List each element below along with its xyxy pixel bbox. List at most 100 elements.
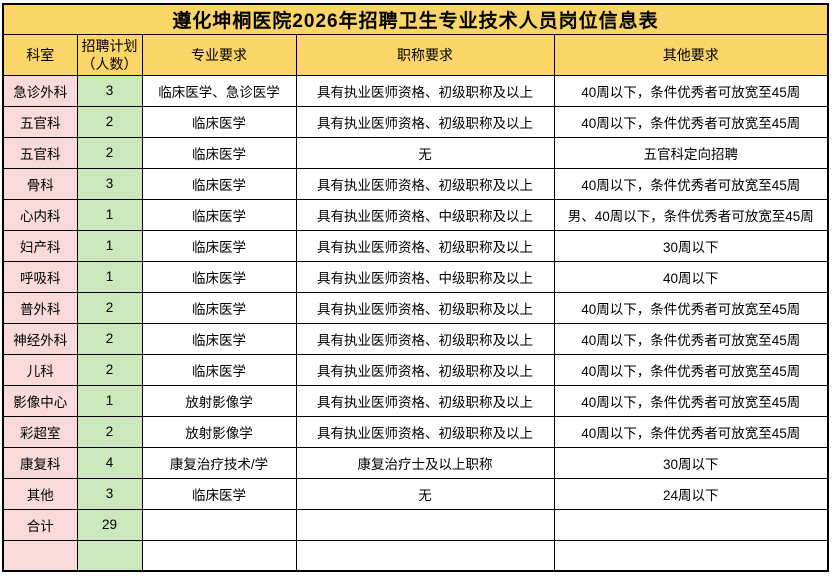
department-cell: 骨科 (2, 167, 78, 200)
title-requirement-cell: 具有执业医师资格、初级职称及以上 (295, 74, 555, 107)
other-requirement-cell: 40周以下，条件优秀者可放宽至45周 (553, 322, 829, 355)
planned-count-cell (76, 539, 143, 572)
table-row: 骨科 3 临床医学 具有执业医师资格、初级职称及以上 40周以下，条件优秀者可放宽至45… (2, 167, 829, 200)
table-title: 遵化坤桐医院2026年招聘卫生专业技术人员岗位信息表 (2, 3, 829, 35)
department-cell: 其他 (2, 477, 78, 510)
title-requirement-cell: 具有执业医师资格、初级职称及以上 (295, 353, 555, 386)
department-cell: 影像中心 (2, 384, 78, 417)
department-cell: 心内科 (2, 198, 78, 231)
department-cell: 五官科 (2, 136, 78, 169)
major-requirement-cell: 放射影像学 (141, 415, 297, 448)
major-requirement-cell: 临床医学 (141, 353, 297, 386)
table-row: 儿科 2 临床医学 具有执业医师资格、初级职称及以上 40周以下，条件优秀者可放宽至45… (2, 353, 829, 386)
title-requirement-cell: 无 (295, 477, 555, 510)
planned-count-cell: 2 (76, 136, 143, 169)
other-requirement-cell: 40周以下，条件优秀者可放宽至45周 (553, 384, 829, 417)
title-requirement-cell: 具有执业医师资格、初级职称及以上 (295, 384, 555, 417)
major-requirement-cell: 临床医学、急诊医学 (141, 74, 297, 107)
other-requirement-cell: 40周以下，条件优秀者可放宽至45周 (553, 353, 829, 386)
department-cell: 急诊外科 (2, 74, 78, 107)
col-header-planned-count: 招聘计划（人数） (76, 33, 143, 76)
department-cell: 呼吸科 (2, 260, 78, 293)
planned-count-cell: 29 (76, 508, 143, 541)
major-requirement-cell: 临床医学 (141, 136, 297, 169)
other-requirement-cell (553, 508, 829, 541)
department-cell: 合计 (2, 508, 78, 541)
planned-count-cell: 3 (76, 477, 143, 510)
title-requirement-cell: 无 (295, 136, 555, 169)
table-row: 其他 3 临床医学无 24周以下 (2, 477, 829, 510)
other-requirement-cell: 五官科定向招聘 (553, 136, 829, 169)
col-header-other-requirement: 其他要求 (553, 33, 829, 76)
col-header-department: 科室 (2, 33, 78, 76)
major-requirement-cell: 临床医学 (141, 229, 297, 262)
table-row: 合计 29 (2, 508, 829, 541)
department-cell (2, 539, 78, 572)
major-requirement-cell: 临床医学 (141, 105, 297, 138)
table-row: 五官科 2 临床医学 具有执业医师资格、初级职称及以上 40周以下，条件优秀者可放宽至4… (2, 105, 829, 138)
major-requirement-cell: 临床医学 (141, 260, 297, 293)
planned-count-cell: 1 (76, 384, 143, 417)
other-requirement-cell: 24周以下 (553, 477, 829, 510)
table-row: 急诊外科 3 临床医学、急诊医学 具有执业医师资格、初级职称及以上 40周以下，条件优秀… (2, 74, 829, 107)
major-requirement-cell: 临床医学 (141, 198, 297, 231)
other-requirement-cell: 40周以下，条件优秀者可放宽至45周 (553, 291, 829, 324)
major-requirement-cell: 临床医学 (141, 167, 297, 200)
table-row: 普外科 2 临床医学 具有执业医师资格、初级职称及以上 40周以下，条件优秀者可放宽至4… (2, 291, 829, 324)
planned-count-cell: 2 (76, 105, 143, 138)
recruitment-table: 遵化坤桐医院2026年招聘卫生专业技术人员岗位信息表 科室 招聘计划（人数） 专业要… (2, 3, 830, 572)
major-requirement-cell: 放射影像学 (141, 384, 297, 417)
planned-count-cell: 1 (76, 260, 143, 293)
title-requirement-cell: 具有执业医师资格、中级职称及以上 (295, 260, 555, 293)
table-header-row: 科室 招聘计划（人数） 专业要求 职称要求 其他要求 (2, 33, 829, 76)
department-cell: 五官科 (2, 105, 78, 138)
table-row (2, 539, 829, 572)
planned-count-cell: 3 (76, 167, 143, 200)
title-requirement-cell: 康复治疗士及以上职称 (295, 446, 555, 479)
other-requirement-cell: 40周以下，条件优秀者可放宽至45周 (553, 415, 829, 448)
other-requirement-cell: 40周以下 (553, 260, 829, 293)
department-cell: 彩超室 (2, 415, 78, 448)
table-row: 心内科 1 临床医学 具有执业医师资格、中级职称及以上 男、40周以下，条件优秀者可放宽… (2, 198, 829, 231)
title-requirement-cell: 具有执业医师资格、初级职称及以上 (295, 291, 555, 324)
planned-count-cell: 2 (76, 353, 143, 386)
col-header-title-requirement: 职称要求 (295, 33, 555, 76)
department-cell: 普外科 (2, 291, 78, 324)
title-requirement-cell: 具有执业医师资格、初级职称及以上 (295, 167, 555, 200)
other-requirement-cell (553, 539, 829, 572)
planned-count-cell: 1 (76, 229, 143, 262)
title-requirement-cell (295, 508, 555, 541)
other-requirement-cell: 30周以下 (553, 229, 829, 262)
other-requirement-cell: 40周以下，条件优秀者可放宽至45周 (553, 74, 829, 107)
col-header-major-requirement: 专业要求 (141, 33, 297, 76)
planned-count-cell: 1 (76, 198, 143, 231)
planned-count-cell: 2 (76, 415, 143, 448)
planned-count-cell: 2 (76, 322, 143, 355)
major-requirement-cell (141, 508, 297, 541)
table-row: 呼吸科 1 临床医学 具有执业医师资格、中级职称及以上 40周以下 (2, 260, 829, 293)
table-row: 影像中心 1 放射影像学 具有执业医师资格、初级职称及以上 40周以下，条件优秀者可放宽… (2, 384, 829, 417)
title-requirement-cell: 具有执业医师资格、初级职称及以上 (295, 229, 555, 262)
other-requirement-cell: 40周以下，条件优秀者可放宽至45周 (553, 167, 829, 200)
other-requirement-cell: 30周以下 (553, 446, 829, 479)
planned-count-cell: 2 (76, 291, 143, 324)
department-cell: 儿科 (2, 353, 78, 386)
major-requirement-cell: 临床医学 (141, 477, 297, 510)
planned-count-cell: 4 (76, 446, 143, 479)
title-requirement-cell: 具有执业医师资格、初级职称及以上 (295, 322, 555, 355)
table-row: 康复科 4 康复治疗技术/学 康复治疗士及以上职称 30周以下 (2, 446, 829, 479)
other-requirement-cell: 男、40周以下，条件优秀者可放宽至45周 (553, 198, 829, 231)
department-cell: 神经外科 (2, 322, 78, 355)
major-requirement-cell: 临床医学 (141, 291, 297, 324)
department-cell: 妇产科 (2, 229, 78, 262)
table-row: 神经外科 2 临床医学 具有执业医师资格、初级职称及以上 40周以下，条件优秀者可放宽至… (2, 322, 829, 355)
title-requirement-cell: 具有执业医师资格、初级职称及以上 (295, 415, 555, 448)
table-row: 妇产科 1 临床医学 具有执业医师资格、初级职称及以上 30周以下 (2, 229, 829, 262)
major-requirement-cell: 临床医学 (141, 322, 297, 355)
major-requirement-cell (141, 539, 297, 572)
table-title-row: 遵化坤桐医院2026年招聘卫生专业技术人员岗位信息表 (2, 3, 829, 35)
planned-count-cell: 3 (76, 74, 143, 107)
department-cell: 康复科 (2, 446, 78, 479)
title-requirement-cell (295, 539, 555, 572)
